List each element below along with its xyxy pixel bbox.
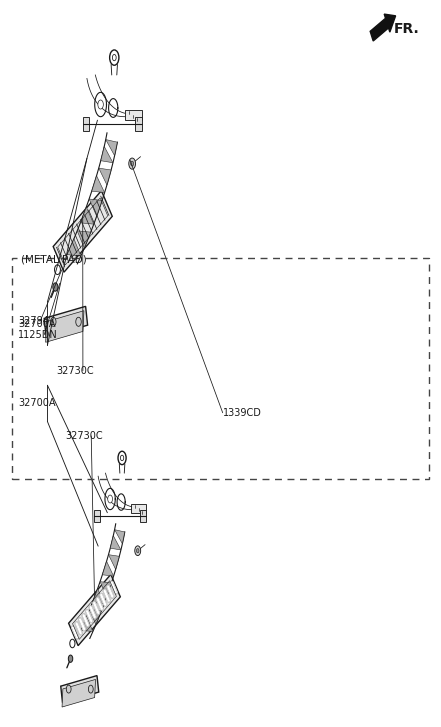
Polygon shape [81, 616, 93, 632]
Text: 32730C: 32730C [65, 431, 103, 441]
Polygon shape [77, 231, 91, 248]
Polygon shape [131, 504, 146, 513]
Text: 32700A: 32700A [18, 318, 56, 329]
Polygon shape [89, 199, 102, 216]
Circle shape [108, 495, 112, 503]
Polygon shape [69, 574, 120, 646]
Polygon shape [108, 555, 120, 569]
Bar [12, 259, 429, 479]
Polygon shape [125, 110, 142, 120]
Polygon shape [44, 306, 88, 337]
Polygon shape [80, 207, 94, 224]
Polygon shape [90, 609, 101, 624]
Polygon shape [141, 510, 146, 522]
Circle shape [112, 55, 116, 61]
FancyArrow shape [370, 14, 396, 41]
Text: 1339CD: 1339CD [223, 408, 262, 418]
Polygon shape [106, 140, 117, 156]
Circle shape [110, 50, 119, 65]
Circle shape [120, 455, 124, 461]
Circle shape [66, 685, 71, 693]
Text: 1125DN: 1125DN [18, 329, 58, 340]
Polygon shape [93, 589, 104, 603]
Polygon shape [101, 146, 113, 163]
Circle shape [135, 546, 141, 555]
Polygon shape [92, 176, 105, 193]
Circle shape [53, 283, 58, 292]
Polygon shape [61, 675, 99, 702]
Circle shape [88, 685, 93, 693]
Polygon shape [53, 190, 112, 272]
Polygon shape [100, 582, 112, 597]
Circle shape [118, 451, 126, 465]
Text: 32700A: 32700A [18, 398, 56, 409]
Text: 32794: 32794 [18, 316, 49, 326]
Circle shape [70, 639, 75, 648]
Circle shape [51, 317, 56, 326]
Circle shape [98, 100, 103, 109]
Text: FR.: FR. [394, 22, 419, 36]
Text: (METAL PAD): (METAL PAD) [21, 255, 87, 265]
Polygon shape [110, 536, 121, 550]
Text: 32730C: 32730C [56, 366, 94, 376]
Polygon shape [102, 561, 114, 576]
Circle shape [131, 161, 134, 166]
Circle shape [129, 158, 135, 169]
Polygon shape [62, 680, 96, 707]
Polygon shape [99, 168, 111, 185]
Circle shape [136, 549, 139, 553]
Polygon shape [67, 238, 81, 256]
Circle shape [55, 265, 60, 275]
Polygon shape [115, 530, 125, 544]
Circle shape [76, 317, 81, 326]
Polygon shape [46, 310, 84, 342]
Polygon shape [94, 510, 100, 522]
Polygon shape [135, 117, 142, 131]
Polygon shape [83, 117, 89, 131]
Circle shape [68, 655, 73, 662]
